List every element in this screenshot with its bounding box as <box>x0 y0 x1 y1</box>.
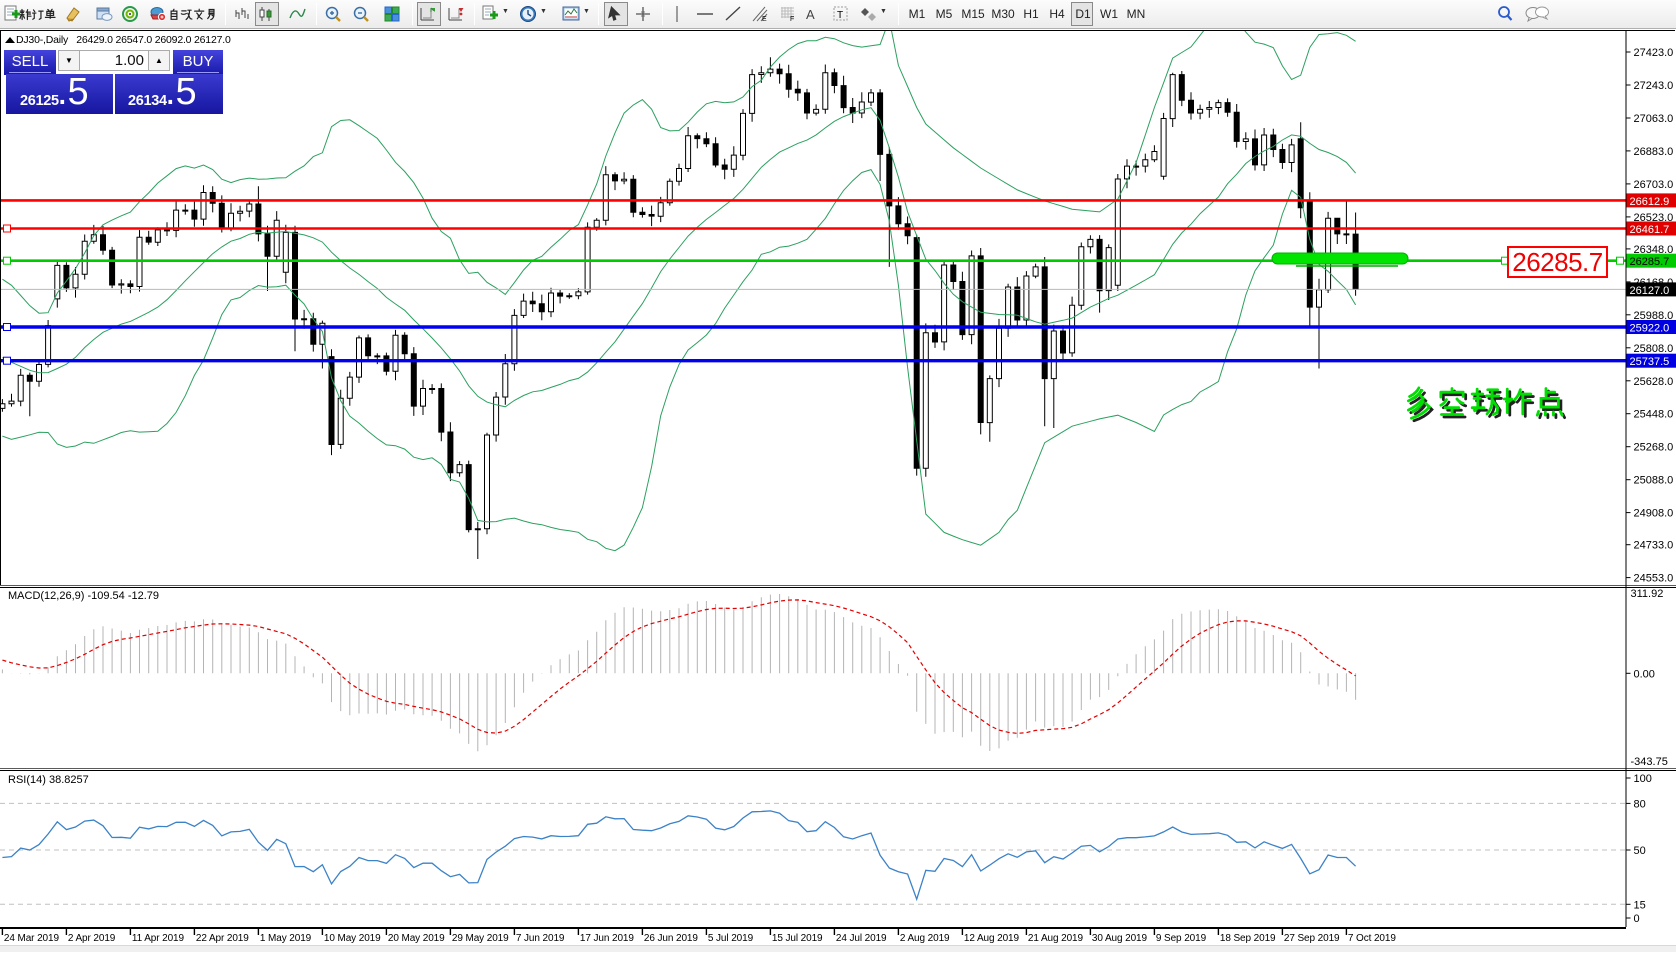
svg-text:22 Apr 2019: 22 Apr 2019 <box>196 933 249 944</box>
svg-text:25088.0: 25088.0 <box>1634 475 1674 487</box>
svg-text:9 Sep 2019: 9 Sep 2019 <box>1156 933 1207 944</box>
svg-text:5 Jul 2019: 5 Jul 2019 <box>708 933 754 944</box>
svg-text:26285.7: 26285.7 <box>1630 256 1670 268</box>
svg-text:25737.5: 25737.5 <box>1630 356 1670 368</box>
svg-text:T: T <box>837 10 843 21</box>
svg-text:24908.0: 24908.0 <box>1634 508 1674 520</box>
svg-text:25808.0: 25808.0 <box>1634 343 1674 355</box>
svg-text:26461.7: 26461.7 <box>1630 224 1670 236</box>
svg-text:24733.0: 24733.0 <box>1634 540 1674 552</box>
svg-text:29 May 2019: 29 May 2019 <box>452 933 509 944</box>
svg-text:12 Aug 2019: 12 Aug 2019 <box>964 933 1020 944</box>
svg-text:26703.0: 26703.0 <box>1634 179 1674 191</box>
svg-text:11 Apr 2019: 11 Apr 2019 <box>132 933 185 944</box>
svg-text:15 Jul 2019: 15 Jul 2019 <box>772 933 823 944</box>
svg-text:7 Oct 2019: 7 Oct 2019 <box>1348 933 1396 944</box>
svg-text:25628.0: 25628.0 <box>1634 376 1674 388</box>
svg-text:24 Jul 2019: 24 Jul 2019 <box>836 933 887 944</box>
svg-text:E: E <box>762 16 767 23</box>
svg-text:17 Jun 2019: 17 Jun 2019 <box>580 933 634 944</box>
svg-text:25448.0: 25448.0 <box>1634 409 1674 421</box>
svg-text:2 Apr 2019: 2 Apr 2019 <box>68 933 116 944</box>
svg-text:1 May 2019: 1 May 2019 <box>260 933 312 944</box>
svg-text:100: 100 <box>1634 773 1652 785</box>
svg-text:10 May 2019: 10 May 2019 <box>324 933 381 944</box>
svg-text:80: 80 <box>1634 798 1646 810</box>
svg-text:0.00: 0.00 <box>1634 668 1655 680</box>
svg-text:27423.0: 27423.0 <box>1634 47 1674 59</box>
svg-text:26 Jun 2019: 26 Jun 2019 <box>644 933 698 944</box>
svg-text:26612.9: 26612.9 <box>1630 196 1670 208</box>
svg-text:MACD(12,26,9) -109.54 -12.79: MACD(12,26,9) -109.54 -12.79 <box>8 590 159 602</box>
svg-text:311.92: 311.92 <box>1631 588 1664 600</box>
svg-text:27063.0: 27063.0 <box>1634 113 1674 125</box>
svg-text:F: F <box>790 16 794 23</box>
svg-text:-343.75: -343.75 <box>1631 756 1668 768</box>
svg-text:30 Aug 2019: 30 Aug 2019 <box>1092 933 1148 944</box>
svg-text:25922.0: 25922.0 <box>1630 323 1670 335</box>
svg-text:7 Jun 2019: 7 Jun 2019 <box>516 933 565 944</box>
svg-text:20 May 2019: 20 May 2019 <box>388 933 445 944</box>
svg-text:2 Aug 2019: 2 Aug 2019 <box>900 933 950 944</box>
svg-text:26883.0: 26883.0 <box>1634 146 1674 158</box>
svg-text:15: 15 <box>1634 899 1646 911</box>
svg-text:24 Mar 2019: 24 Mar 2019 <box>4 933 60 944</box>
svg-text:25268.0: 25268.0 <box>1634 442 1674 454</box>
svg-text:RSI(14) 38.8257: RSI(14) 38.8257 <box>8 774 89 786</box>
svg-text:21 Aug 2019: 21 Aug 2019 <box>1028 933 1084 944</box>
svg-text:27243.0: 27243.0 <box>1634 80 1674 92</box>
svg-text:27 Sep 2019: 27 Sep 2019 <box>1284 933 1340 944</box>
svg-text:0: 0 <box>1634 913 1640 925</box>
svg-text:50: 50 <box>1634 845 1646 857</box>
svg-text:24553.0: 24553.0 <box>1634 573 1674 585</box>
svg-text:26127.0: 26127.0 <box>1630 285 1670 297</box>
svg-text:18 Sep 2019: 18 Sep 2019 <box>1220 933 1276 944</box>
